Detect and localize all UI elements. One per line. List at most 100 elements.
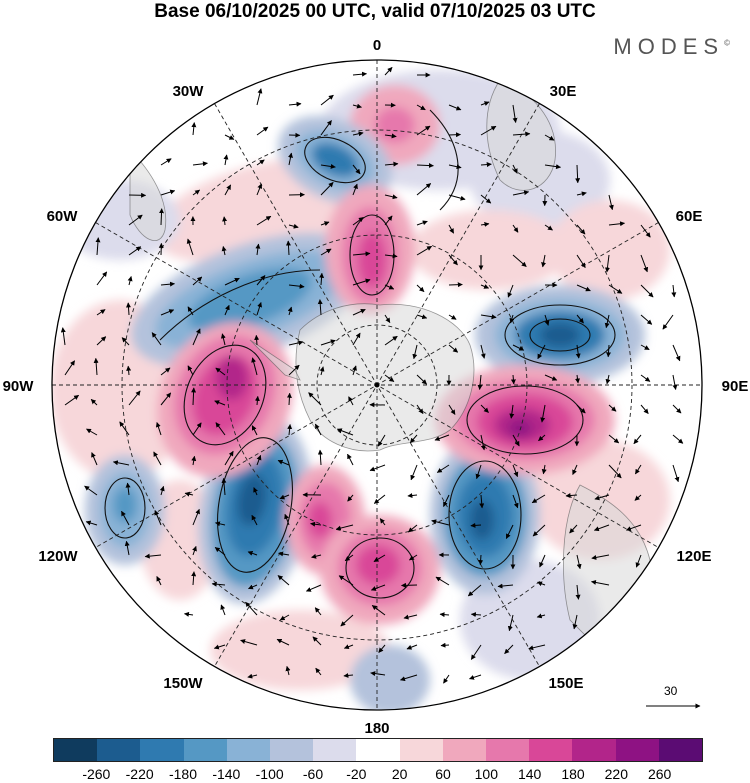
colorbar-swatch [97,739,141,761]
wind-vector [338,575,354,586]
wind-vector [384,161,399,167]
wind-vector [319,366,325,376]
wind-vector [95,237,101,256]
wind-vector [448,282,463,288]
lon-label-30w: 30W [173,83,205,100]
wind-vector [215,367,226,376]
wind-vector [634,494,642,501]
wind-vector [90,399,98,406]
wind-vector [507,284,514,298]
colorbar-tick-label: -260 [82,766,111,782]
wind-vector [475,464,482,480]
wind-vector [403,614,418,620]
wind-vector [512,494,519,509]
wind-vector [400,674,418,682]
wind-vector [60,327,66,346]
wind-vector [256,275,266,286]
wind-vector [370,584,386,591]
wind-vector [384,194,398,200]
wind-vector [608,404,617,412]
wind-vector [369,464,386,472]
wind-vector [187,306,194,316]
wind-vector [223,154,229,166]
wind-vector [224,184,232,196]
wind-vector [608,194,614,211]
wind-vector [151,332,162,346]
wind-vector [352,365,357,376]
wind-vector [288,152,293,166]
colorbar-swatch [658,739,703,761]
wind-vector [352,183,358,196]
wind-vector [384,335,398,346]
wind-vector [320,248,332,256]
wind-vector [156,576,162,586]
wind-vector [343,644,354,650]
wind-vector [505,524,514,539]
wind-vector [192,328,201,346]
lon-label-150e: 150E [548,675,583,692]
wind-vector [537,581,546,587]
wind-vector [480,125,497,136]
wind-vector [672,464,680,483]
wind-vector [448,344,459,353]
wind-vector [352,103,362,109]
vector-reference: 30 [644,684,704,714]
wind-vector [469,674,482,680]
wind-vector [478,554,484,566]
wind-vector [211,581,226,587]
wind-vector [160,392,172,406]
wind-vector [672,374,678,390]
wind-vector [406,644,418,650]
wind-vector [510,374,516,385]
wind-vector [277,575,290,586]
polar-map[interactable]: 0 30E 60E 90E 120E 150E 180 150W 120W 90… [0,0,750,735]
wind-vector [344,554,354,562]
map-field [52,60,702,710]
wind-vector [320,94,334,106]
wind-vector [467,584,482,597]
colorbar-swatch [486,739,530,761]
wind-vector [184,491,194,497]
wind-vector [470,644,482,660]
wind-vector [640,254,649,273]
wind-vector [247,673,258,679]
wind-vector [512,464,519,478]
wind-vector [93,357,99,376]
wind-vector [608,434,620,444]
wind-vector [572,614,578,630]
wind-vector [192,189,200,196]
modes-logo: MODES© [613,34,730,59]
wind-vector [576,284,591,292]
colorbar-swatch [399,739,443,761]
contour-lines [104,109,616,599]
wind-vector [576,314,584,324]
wind-vector [440,642,450,648]
wind-vector [544,374,558,381]
wind-vector [512,190,530,196]
wind-vector [287,306,293,316]
wind-vector [373,494,386,504]
wind-vector [448,164,462,170]
wind-vector [479,494,485,509]
wind-vector [352,164,361,175]
wind-vector [528,644,546,651]
wind-vector [305,584,322,592]
wind-vector [317,299,323,316]
wind-vector [532,524,546,537]
wind-vector [192,161,208,167]
wind-vector [608,284,623,294]
wind-vector [191,387,197,406]
wind-vector [569,524,578,534]
lon-label-60e: 60E [676,208,703,225]
wind-vector [311,553,322,559]
wind-vector [512,434,520,447]
wind-vector [507,614,514,632]
wind-vector [371,605,386,616]
wind-vector [576,191,587,197]
wind-vector [435,576,450,586]
lon-label-180: 180 [364,720,389,735]
wind-vector [536,613,546,619]
wind-vector [215,521,226,527]
wind-vector [245,601,258,616]
wind-vector [213,644,226,650]
